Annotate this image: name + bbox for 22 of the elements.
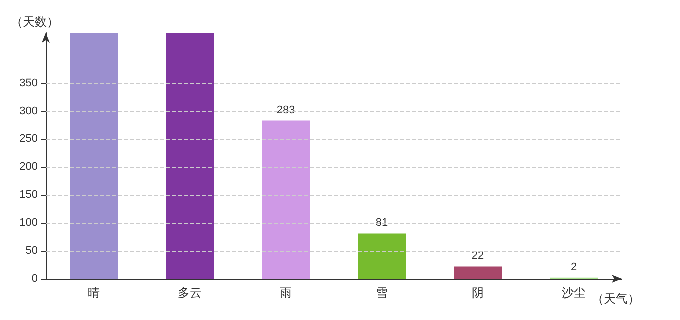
y-tick-label: 350	[20, 77, 38, 90]
x-tick-label: 雪	[376, 286, 388, 300]
x-axis-title: （天气）	[592, 292, 640, 306]
x-tick-label: 晴	[88, 286, 100, 300]
y-tick-label: 300	[20, 105, 38, 118]
y-tick-label: 200	[20, 161, 38, 174]
bar	[454, 266, 502, 279]
y-tick-label: 150	[20, 189, 38, 202]
y-tick-label: 100	[20, 217, 38, 230]
y-tick-label: 250	[20, 133, 38, 146]
bar	[358, 234, 406, 279]
y-tick-label: 0	[32, 273, 38, 285]
x-tick-label: 沙尘	[562, 286, 586, 300]
y-tick-label: 50	[26, 245, 38, 258]
data-label: 2	[570, 261, 578, 274]
x-tick-label: 阴	[472, 286, 484, 300]
x-tick-label: 雨	[280, 286, 292, 300]
y-axis-title: （天数）	[11, 15, 59, 29]
bar	[166, 33, 214, 279]
bar	[262, 120, 310, 279]
bar	[70, 33, 118, 279]
x-tick-label: 多云	[178, 286, 202, 300]
